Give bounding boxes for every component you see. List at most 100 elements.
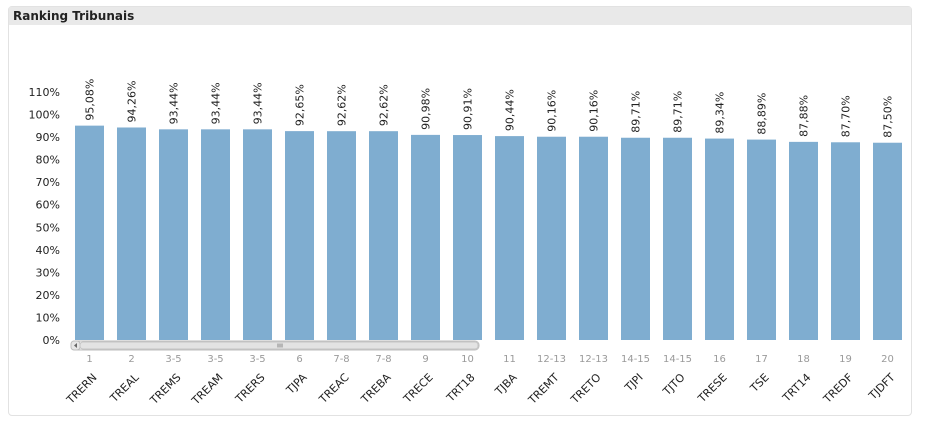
rank-label: 7-8 — [333, 354, 349, 365]
bar-tremt[interactable] — [537, 136, 566, 340]
bar-treba[interactable] — [369, 131, 398, 340]
rank-labels: 1 2 3-5 3-5 3-5 6 7-8 7-8 9 10 11 12-13 12-13 14-15 14… — [86, 354, 894, 365]
category-label: TREMT — [525, 371, 562, 408]
category-label: TREAL — [107, 370, 142, 405]
bar-trt14[interactable] — [789, 141, 818, 340]
y-tick-label: 30% — [36, 266, 60, 279]
bar-trese[interactable] — [705, 138, 734, 340]
scroll-grip-icon — [277, 343, 283, 348]
data-label: 87,50% — [882, 96, 895, 138]
rank-label: 1 — [86, 354, 92, 365]
y-tick-label: 50% — [36, 221, 60, 234]
bar-trers[interactable] — [243, 129, 272, 340]
y-tick-label: 100% — [29, 109, 60, 122]
data-label: 90,16% — [588, 90, 601, 132]
y-tick-label: 70% — [36, 176, 60, 189]
data-label: 93,44% — [252, 82, 265, 124]
data-label: 94,26% — [126, 81, 139, 123]
data-label: 87,88% — [798, 95, 811, 137]
rank-label: 11 — [503, 354, 516, 365]
y-tick-label: 80% — [36, 154, 60, 167]
data-label: 90,44% — [504, 89, 517, 131]
horizontal-scrollbar[interactable] — [70, 340, 480, 351]
rank-label: 18 — [797, 354, 810, 365]
y-tick-label: 40% — [36, 244, 60, 257]
category-label: TREBA — [358, 371, 394, 407]
category-labels: TRERN TREAL TREMS TREAM TRERS TJPA TREAC TREBA T… — [63, 370, 897, 408]
bar-tjpa[interactable] — [285, 131, 314, 340]
rank-label: 3-5 — [165, 354, 181, 365]
data-label: 90,16% — [546, 90, 559, 132]
y-axis: 0% 10% 20% 30% 40% 50% 60% 70% 80% 90% 100% 110% — [29, 86, 60, 347]
bar-treac[interactable] — [327, 131, 356, 340]
data-label: 89,71% — [672, 91, 685, 133]
category-label: TREAM — [189, 371, 226, 408]
category-label: TREAC — [316, 371, 352, 407]
rank-label: 6 — [296, 354, 302, 365]
category-label: TRECE — [400, 371, 435, 406]
bar-tjpi[interactable] — [621, 137, 650, 340]
category-label: TRERN — [63, 371, 99, 407]
data-label: 95,08% — [84, 79, 97, 121]
category-label: TREMS — [147, 371, 184, 408]
rank-label: 19 — [839, 354, 852, 365]
bar-tjba[interactable] — [495, 136, 524, 340]
bar-tjto[interactable] — [663, 137, 692, 340]
rank-label: 17 — [755, 354, 768, 365]
scroll-left-icon — [74, 343, 77, 348]
data-label: 93,44% — [168, 82, 181, 124]
y-tick-label: 60% — [36, 199, 60, 212]
category-label: TRESE — [695, 371, 730, 406]
data-label: 90,98% — [420, 88, 433, 130]
rank-label: 16 — [713, 354, 726, 365]
category-label: TJDFT — [866, 371, 898, 403]
data-label: 90,91% — [462, 88, 475, 130]
bar-tream[interactable] — [201, 129, 230, 340]
y-tick-label: 0% — [43, 334, 60, 347]
bar-trece[interactable] — [411, 134, 440, 340]
rank-label: 3-5 — [249, 354, 265, 365]
category-label: TRT14 — [779, 371, 813, 405]
category-label: TJPA — [283, 371, 310, 398]
data-label: 92,62% — [378, 84, 391, 126]
category-label: TJTO — [660, 371, 688, 399]
category-label: TJBA — [492, 371, 520, 399]
category-label: TREDF — [820, 371, 855, 406]
data-label: 92,65% — [294, 84, 307, 126]
rank-label: 7-8 — [375, 354, 391, 365]
category-label: TJPI — [622, 371, 646, 395]
panel-header: Ranking Tribunais — [9, 7, 911, 25]
y-tick-label: 110% — [29, 86, 60, 99]
rank-label: 10 — [461, 354, 474, 365]
rank-label: 3-5 — [207, 354, 223, 365]
bar-trt18[interactable] — [453, 135, 482, 340]
category-label: TSE — [747, 371, 772, 396]
rank-label: 14-15 — [663, 354, 692, 365]
data-label: 89,34% — [714, 92, 727, 134]
bar-tjdft[interactable] — [873, 142, 902, 340]
data-label: 92,62% — [336, 84, 349, 126]
rank-label: 14-15 — [621, 354, 650, 365]
bar-trern[interactable] — [75, 125, 104, 340]
data-label: 89,71% — [630, 91, 643, 133]
bar-tse[interactable] — [747, 139, 776, 340]
bar-tredf[interactable] — [831, 142, 860, 340]
rank-label: 12-13 — [537, 354, 566, 365]
data-label: 93,44% — [210, 82, 223, 124]
y-tick-label: 90% — [36, 131, 60, 144]
bar-treto[interactable] — [579, 136, 608, 340]
rank-label: 2 — [128, 354, 134, 365]
rank-label: 9 — [422, 354, 428, 365]
data-label: 88,89% — [756, 93, 769, 135]
category-label: TRETO — [568, 371, 604, 407]
bars: 95,08% 94,26% 93,44% 93,44% 93,44% 92,65% 92,6… — [75, 79, 902, 340]
rank-label: 20 — [881, 354, 894, 365]
bar-trems[interactable] — [159, 129, 188, 340]
category-label: TRT18 — [443, 371, 477, 405]
panel-title: Ranking Tribunais — [13, 9, 135, 23]
bar-treal[interactable] — [117, 127, 146, 340]
scrollbar-thumb[interactable] — [79, 341, 479, 350]
rank-label: 12-13 — [579, 354, 608, 365]
category-label: TRERS — [232, 371, 267, 406]
